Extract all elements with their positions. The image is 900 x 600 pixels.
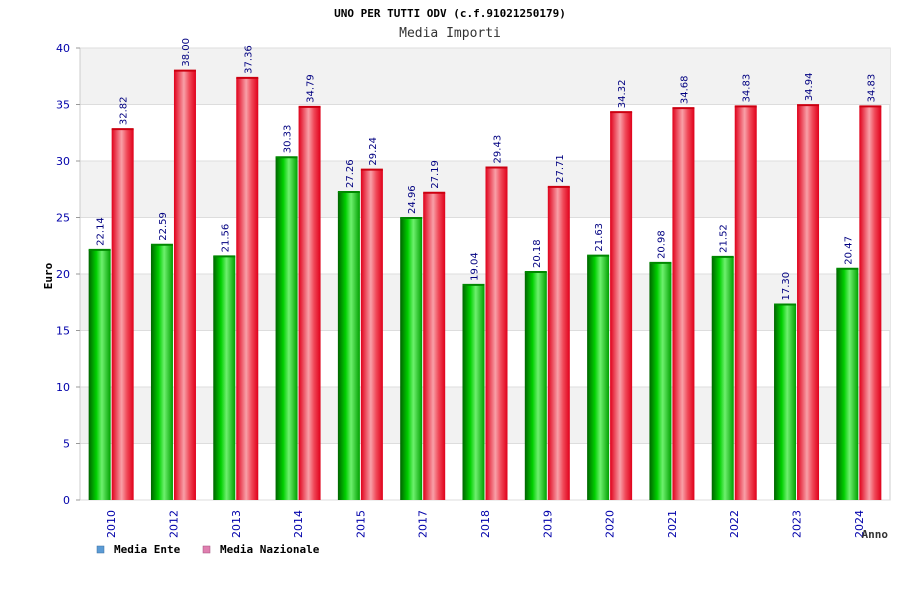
x-tick-label: 2012 [167, 510, 180, 538]
bar-media-ente [524, 271, 547, 500]
grid-band [80, 387, 890, 444]
bar-value-label: 34.83 [742, 74, 753, 103]
bar-value-label: 22.14 [96, 217, 107, 246]
grid-band [80, 274, 890, 331]
legend-label-media-nazionale: Media Nazionale [220, 543, 320, 556]
bar-media-nazionale [236, 77, 259, 500]
bar-media-nazionale [547, 186, 570, 500]
x-tick-label: 2022 [728, 510, 741, 538]
x-tick-label: 2018 [479, 510, 492, 538]
grid-band [80, 161, 890, 218]
bar-media-ente [88, 249, 111, 500]
bar-value-label: 27.19 [430, 160, 441, 189]
y-tick-label: 40 [56, 42, 70, 55]
x-tick-label: 2013 [230, 510, 243, 538]
bar-value-label: 30.33 [283, 125, 294, 154]
plot-area [79, 47, 891, 501]
x-tick-label: 2010 [105, 510, 118, 538]
bar-media-nazionale [672, 108, 695, 500]
x-tick-label: 2014 [292, 510, 305, 538]
y-axis-label: Euro [42, 262, 55, 289]
y-tick-label: 0 [63, 494, 70, 507]
bar-value-label: 17.30 [781, 272, 792, 301]
x-tick-label: 2017 [417, 510, 430, 538]
bar-media-nazionale [298, 106, 321, 501]
bar-value-label: 24.96 [407, 185, 418, 214]
bars: 22.14 32.82 22.59 38.00 21.56 37.36 30.33 34.79… [88, 38, 882, 501]
bar-media-nazionale [423, 192, 446, 501]
bar-media-ente [711, 256, 734, 500]
bar-value-label: 38.00 [181, 38, 192, 67]
bar-value-label: 21.52 [719, 224, 730, 253]
bar-media-ente [213, 256, 236, 500]
y-tick-label: 10 [56, 381, 70, 394]
bar-media-nazionale [797, 105, 820, 500]
x-axis: 2010 2012 2013 2014 2015 2017 2018 2019 2020 2021… [105, 510, 866, 538]
x-tick-label: 2020 [604, 510, 617, 538]
bar-value-label: 34.68 [679, 75, 690, 104]
chart-subtitle: Media Importi [399, 26, 501, 41]
y-tick-label: 15 [56, 325, 70, 338]
bar-media-ente [774, 304, 797, 500]
bar-value-label: 34.83 [866, 74, 877, 103]
y-tick-label: 20 [56, 268, 70, 281]
bar-value-label: 32.82 [119, 96, 130, 125]
bar-value-label: 27.26 [345, 159, 356, 188]
bar-media-nazionale [859, 106, 882, 501]
grid-band [80, 48, 890, 105]
bar-value-label: 29.24 [368, 137, 379, 166]
bar-media-ente [649, 262, 672, 500]
bar-media-nazionale [360, 169, 383, 500]
bar-value-label: 22.59 [158, 212, 169, 241]
bar-media-ente [150, 244, 173, 500]
bar-value-label: 34.79 [306, 74, 317, 103]
chart-title: UNO PER TUTTI ODV (c.f.91021250179) [334, 7, 566, 20]
bar-value-label: 34.94 [804, 73, 815, 102]
bar-media-nazionale [111, 129, 134, 500]
y-tick-label: 5 [63, 438, 70, 451]
bar-value-label: 29.43 [493, 135, 504, 164]
bar-value-label: 19.04 [470, 252, 481, 281]
bar-media-ente [400, 217, 423, 500]
x-tick-label: 2024 [853, 510, 866, 538]
legend-swatch-media-ente [96, 545, 105, 554]
legend: Media Ente Media Nazionale [96, 543, 320, 556]
bar-media-ente [462, 284, 485, 500]
bar-media-nazionale [173, 70, 196, 500]
y-tick-label: 25 [56, 212, 70, 225]
x-axis-label: Anno [862, 528, 889, 541]
legend-label-media-ente: Media Ente [114, 543, 181, 556]
x-tick-label: 2015 [354, 510, 367, 538]
x-tick-label: 2019 [541, 510, 554, 538]
bar-value-label: 20.98 [656, 230, 667, 259]
bar-media-nazionale [610, 112, 633, 501]
y-tick-label: 35 [56, 99, 70, 112]
bar-value-label: 27.71 [555, 154, 566, 183]
bar-value-label: 21.63 [594, 223, 605, 252]
bar-media-ente [587, 255, 610, 500]
bar-value-label: 20.18 [532, 239, 543, 268]
bar-media-nazionale [485, 167, 508, 501]
y-axis: 0 5 10 15 20 25 30 35 40 [56, 42, 81, 507]
bar-value-label: 20.47 [843, 236, 854, 265]
bar-media-ente [836, 268, 859, 500]
bar-media-ente [337, 191, 360, 500]
bar-media-nazionale [734, 106, 757, 501]
legend-swatch-media-nazionale [202, 545, 211, 554]
y-tick-label: 30 [56, 155, 70, 168]
bar-value-label: 37.36 [243, 45, 254, 74]
x-tick-label: 2023 [791, 510, 804, 538]
x-tick-label: 2021 [666, 510, 679, 538]
bar-media-ente [275, 157, 298, 500]
bar-value-label: 34.32 [617, 80, 628, 109]
bar-value-label: 21.56 [220, 224, 231, 253]
